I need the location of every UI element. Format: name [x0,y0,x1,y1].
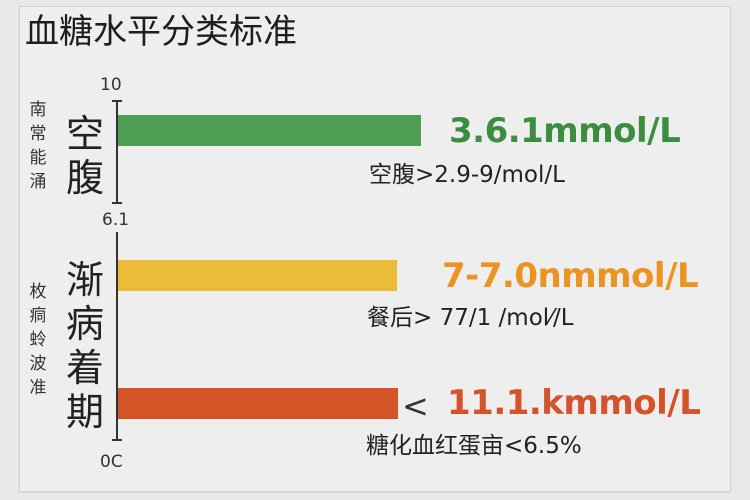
y-tick-mid: 6.1 [102,210,130,230]
axis-cap [112,202,122,204]
side-label-lower: 枚痌蛉波准 [29,282,47,398]
note-fasting: 空腹>2.9-9/mol/L [369,162,565,188]
axis-cap [112,439,122,441]
side-label-upper: 南常能涌 [29,100,47,192]
y-tick-top: 10 [100,75,122,95]
value-label-postmeal: 7-7.0nmmol/L [442,256,699,296]
value-label-hba1c: 11.1.kmmol/L [447,383,701,423]
bar-hba1c [118,388,398,419]
note-hba1c: 糖化血红蛋亩<6.5% [366,433,582,459]
value-prefix-hba1c: < [402,387,429,425]
y-axis-upper [116,100,118,204]
chart-title: 血糖水平分类标准 [25,12,297,52]
bar-postmeal [118,260,397,291]
y-tick-bottom: 0C [100,452,123,472]
axis-cap [112,100,122,102]
group-label-fasting: 空腹 [65,112,104,200]
note-postmeal: 餐后> 77/1 /mol⁄/L [367,305,574,331]
group-label-lower: 渐病着期 [65,258,104,434]
y-axis-lower [116,232,118,441]
value-label-fasting: 3.6.1mmol/L [449,111,681,151]
bar-fasting [118,115,421,146]
